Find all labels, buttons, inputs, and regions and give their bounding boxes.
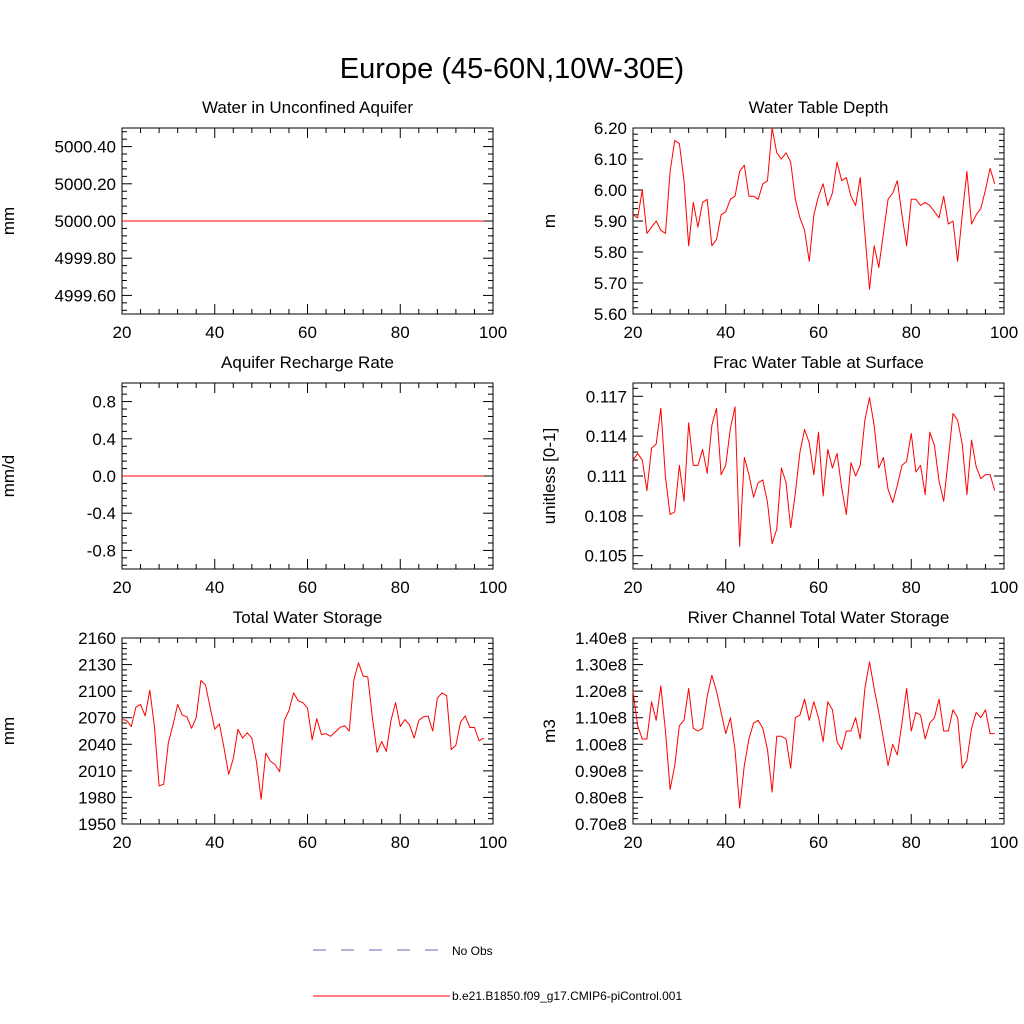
- y-tick-label: 4999.60: [55, 286, 116, 305]
- panel-3: Frac Water Table at Surface unitless [0-1…: [540, 353, 1018, 597]
- y-tick-label: 1950: [78, 815, 116, 834]
- panel-title: Water in Unconfined Aquifer: [202, 98, 413, 117]
- x-tick-label: 80: [902, 578, 921, 597]
- y-tick-label: 5.80: [594, 243, 627, 262]
- y-tick-label: 1.00e8: [575, 735, 627, 754]
- x-tick-label: 60: [298, 323, 317, 342]
- panel-title: Frac Water Table at Surface: [713, 353, 924, 372]
- y-axis-label: m3: [540, 719, 559, 743]
- y-tick-label: 5000.40: [55, 138, 116, 157]
- plot-frame: [121, 637, 494, 825]
- legend-obs-label: No Obs: [452, 944, 493, 958]
- y-tick-label: 0.8: [92, 393, 116, 412]
- panel-2: Aquifer Recharge Rate mm/d 20 40 60 80 100 -0.8…: [0, 353, 507, 597]
- y-tick-label: 6.20: [594, 119, 627, 138]
- x-tick-label: 20: [113, 833, 132, 852]
- x-tick-label: 40: [205, 833, 224, 852]
- x-tick-label: 20: [624, 578, 643, 597]
- y-tick-label: 2010: [78, 762, 116, 781]
- y-tick-label: 2040: [78, 735, 116, 754]
- x-tick-label: 20: [113, 578, 132, 597]
- y-tick-label: 1.40e8: [575, 629, 627, 648]
- figure-title: Europe (45-60N,10W-30E): [340, 53, 684, 85]
- y-tick-label: 6.10: [594, 150, 627, 169]
- y-tick-label: 2100: [78, 682, 116, 701]
- panel-0: Water in Unconfined Aquifer mm 20 40 60 80 100…: [0, 98, 507, 342]
- x-tick-label: 20: [624, 323, 643, 342]
- x-tick-label: 100: [990, 578, 1018, 597]
- y-tick-label: 2160: [78, 629, 116, 648]
- panel-title: River Channel Total Water Storage: [688, 608, 950, 627]
- x-tick-label: 40: [716, 578, 735, 597]
- x-tick-label: 80: [391, 833, 410, 852]
- plot-frame: [632, 127, 1005, 315]
- y-tick-label: 0.114: [586, 427, 627, 446]
- x-tick-label: 20: [113, 323, 132, 342]
- panel-title: Total Water Storage: [233, 608, 383, 627]
- y-axis-label: unitless [0-1]: [540, 428, 559, 524]
- x-tick-label: 80: [391, 323, 410, 342]
- legend-model-label: b.e21.B1850.f09_g17.CMIP6-piControl.001: [452, 989, 682, 1003]
- y-axis-label: mm/d: [0, 455, 18, 498]
- y-tick-label: -0.4: [87, 504, 116, 523]
- series-line-model: [632, 127, 996, 290]
- panel-title: Aquifer Recharge Rate: [221, 353, 394, 372]
- x-tick-label: 60: [809, 578, 828, 597]
- y-tick-label: -0.8: [87, 541, 116, 560]
- y-tick-label: 0.117: [586, 387, 627, 406]
- x-tick-label: 80: [902, 323, 921, 342]
- series-line-model: [632, 661, 995, 809]
- x-tick-label: 80: [902, 833, 921, 852]
- x-tick-label: 100: [990, 323, 1018, 342]
- y-tick-label: 0.90e8: [575, 762, 627, 781]
- y-tick-label: 5.90: [594, 212, 627, 231]
- y-tick-label: 1.10e8: [575, 709, 627, 728]
- x-tick-label: 100: [479, 833, 507, 852]
- y-tick-label: 0.108: [584, 507, 627, 526]
- y-tick-label: 0.80e8: [575, 788, 627, 807]
- x-tick-label: 60: [809, 833, 828, 852]
- series-line-model: [121, 662, 484, 800]
- y-tick-label: 5.60: [594, 305, 627, 324]
- y-tick-label: 2070: [78, 709, 116, 728]
- legend: No Obs b.e21.B1850.f09_g17.CMIP6-piContr…: [313, 944, 682, 1003]
- panel-1: Water Table Depth m 20 40 60 80 100 5.60 5.70 5.8…: [540, 98, 1018, 342]
- y-tick-label: 1980: [78, 788, 116, 807]
- x-tick-label: 40: [205, 323, 224, 342]
- y-tick-label: 2130: [78, 656, 116, 675]
- y-axis-label: m: [540, 214, 559, 228]
- panel-5: River Channel Total Water Storage m3 20 40 6…: [540, 608, 1018, 852]
- y-tick-label: 5000.00: [55, 212, 116, 231]
- x-tick-label: 80: [391, 578, 410, 597]
- y-axis-label: mm: [0, 207, 18, 235]
- panel-title: Water Table Depth: [749, 98, 889, 117]
- x-tick-label: 100: [479, 323, 507, 342]
- y-tick-label: 1.20e8: [575, 682, 627, 701]
- x-tick-label: 40: [205, 578, 224, 597]
- y-tick-label: 4999.80: [55, 249, 116, 268]
- x-tick-label: 40: [716, 323, 735, 342]
- x-tick-label: 100: [479, 578, 507, 597]
- plot-frame: [632, 382, 1005, 570]
- y-tick-label: 5000.20: [55, 175, 116, 194]
- y-tick-label: 0.4: [92, 430, 116, 449]
- y-tick-label: 1.30e8: [575, 656, 627, 675]
- x-tick-label: 20: [624, 833, 643, 852]
- y-tick-label: 5.70: [594, 274, 627, 293]
- x-tick-label: 60: [809, 323, 828, 342]
- y-axis-label: mm: [0, 717, 18, 745]
- x-tick-label: 60: [298, 833, 317, 852]
- y-tick-label: 6.00: [594, 181, 627, 200]
- x-tick-label: 40: [716, 833, 735, 852]
- x-tick-label: 100: [990, 833, 1018, 852]
- x-tick-label: 60: [298, 578, 317, 597]
- series-line-model: [632, 397, 996, 547]
- y-tick-label: 0.111: [587, 467, 627, 486]
- y-tick-label: 0.0: [92, 467, 116, 486]
- y-tick-label: 0.70e8: [575, 815, 627, 834]
- y-tick-label: 0.105: [584, 547, 627, 566]
